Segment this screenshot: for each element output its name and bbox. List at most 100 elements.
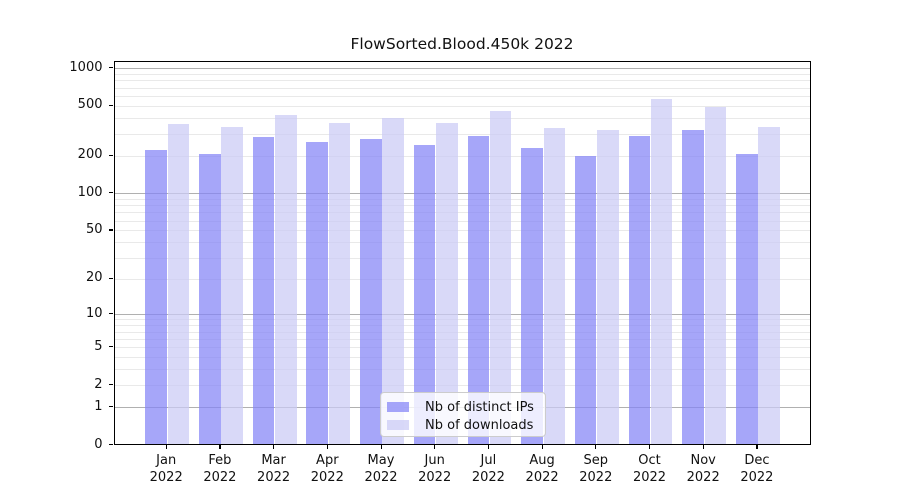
bar-distinct-ips-nov <box>682 130 704 444</box>
x-tick-mark <box>380 445 382 449</box>
y-tick-label: 5 <box>94 338 103 354</box>
bar-distinct-ips-sep <box>574 155 597 444</box>
y-tick-label: 0 <box>94 436 103 452</box>
minor-gridline <box>114 257 810 259</box>
y-tick-label: 200 <box>77 147 103 163</box>
y-tick-mark <box>109 104 113 107</box>
bar-downloads-mar <box>275 115 297 444</box>
y-tick-label: 10 <box>85 305 103 321</box>
major-gridline <box>114 314 810 316</box>
plot-area <box>113 61 811 445</box>
x-tick-mark <box>649 445 651 449</box>
x-tick-mark <box>756 445 758 449</box>
minor-gridline <box>114 198 810 200</box>
y-tick-mark <box>109 444 113 446</box>
x-tick-label-nov: Nov 2022 <box>686 452 720 485</box>
minor-gridline <box>114 133 810 135</box>
y-tick-label: 2 <box>94 376 103 392</box>
bar-downloads-jan <box>167 123 190 444</box>
bar-downloads-feb <box>221 127 243 444</box>
bar-downloads-dec <box>758 127 780 444</box>
y-tick-mark <box>109 229 113 231</box>
minor-gridline <box>114 347 810 349</box>
legend: Nb of distinct IPs Nb of downloads <box>380 392 546 437</box>
minor-gridline <box>114 212 810 214</box>
x-tick-label-dec: Dec 2022 <box>740 452 774 485</box>
legend-item-distinct-ips: Nb of distinct IPs <box>387 398 537 416</box>
bar-downloads-may <box>382 118 404 444</box>
minor-gridline <box>114 205 810 207</box>
y-tick-label: 1000 <box>69 59 103 75</box>
legend-label-downloads: Nb of downloads <box>425 417 534 433</box>
x-tick-label-jun: Jun 2022 <box>418 452 452 485</box>
minor-gridline <box>114 369 810 371</box>
bar-distinct-ips-mar <box>252 137 275 444</box>
major-gridline <box>114 68 810 70</box>
bar-downloads-nov <box>704 106 727 444</box>
x-tick-label-oct: Oct 2022 <box>632 452 667 485</box>
bar-distinct-ips-aug <box>521 147 543 444</box>
minor-gridline <box>114 117 810 119</box>
minor-gridline <box>114 73 810 75</box>
bar-downloads-aug <box>543 128 565 444</box>
x-tick-label-apr: Apr 2022 <box>310 452 344 485</box>
bar-distinct-ips-feb <box>199 154 221 444</box>
legend-item-downloads: Nb of downloads <box>387 416 537 434</box>
minor-gridline <box>114 155 810 157</box>
bar-distinct-ips-apr <box>306 142 328 444</box>
x-tick-label-aug: Aug 2022 <box>525 452 559 485</box>
minor-gridline <box>114 80 810 82</box>
major-gridline <box>114 193 810 195</box>
x-tick-mark <box>434 445 436 449</box>
bar-distinct-ips-dec <box>736 154 758 444</box>
y-tick-label: 100 <box>77 184 103 200</box>
minor-gridline <box>114 357 810 359</box>
chart-title: FlowSorted.Blood.450k 2022 <box>350 35 574 53</box>
y-tick-mark <box>109 192 113 194</box>
bar-downloads-oct <box>650 98 673 444</box>
x-tick-mark <box>219 445 221 449</box>
y-tick-mark <box>109 277 113 280</box>
minor-gridline <box>114 325 810 327</box>
bar-distinct-ips-jun <box>413 145 436 444</box>
bar-downloads-sep <box>597 130 619 444</box>
minor-gridline <box>114 385 810 387</box>
y-tick-label: 500 <box>77 97 103 113</box>
x-tick-label-may: May 2022 <box>364 452 398 485</box>
x-tick-mark <box>273 445 275 449</box>
minor-gridline <box>114 230 810 232</box>
x-tick-label-mar: Mar 2022 <box>257 452 291 485</box>
y-tick-mark <box>109 406 113 408</box>
minor-gridline <box>114 331 810 333</box>
minor-gridline <box>114 278 810 280</box>
bar-downloads-apr <box>328 122 351 444</box>
bar-downloads-jun <box>436 122 458 444</box>
x-tick-mark <box>165 445 167 449</box>
minor-gridline <box>114 95 810 97</box>
bar-distinct-ips-may <box>360 138 382 444</box>
legend-swatch-downloads <box>387 420 409 430</box>
legend-label-distinct-ips: Nb of distinct IPs <box>425 399 534 415</box>
bar-distinct-ips-jan <box>145 150 167 444</box>
minor-gridline <box>114 338 810 340</box>
y-tick-mark <box>109 384 113 386</box>
minor-gridline <box>114 220 810 222</box>
x-tick-mark <box>595 445 597 449</box>
y-tick-label: 50 <box>85 221 103 237</box>
x-tick-mark <box>326 445 328 449</box>
y-tick-label: 1 <box>94 398 103 414</box>
y-tick-mark <box>109 154 113 156</box>
minor-gridline <box>114 319 810 321</box>
bar-downloads-jul <box>489 111 512 444</box>
bar-distinct-ips-oct <box>628 136 651 444</box>
x-tick-label-jan: Jan 2022 <box>149 452 183 485</box>
minor-gridline <box>114 242 810 244</box>
x-tick-label-sep: Sep 2022 <box>579 452 613 485</box>
minor-gridline <box>114 87 810 89</box>
bar-distinct-ips-jul <box>467 136 489 444</box>
minor-gridline <box>114 105 810 107</box>
y-tick-label: 20 <box>85 270 103 286</box>
y-tick-mark <box>109 67 113 69</box>
x-tick-mark <box>702 445 704 449</box>
